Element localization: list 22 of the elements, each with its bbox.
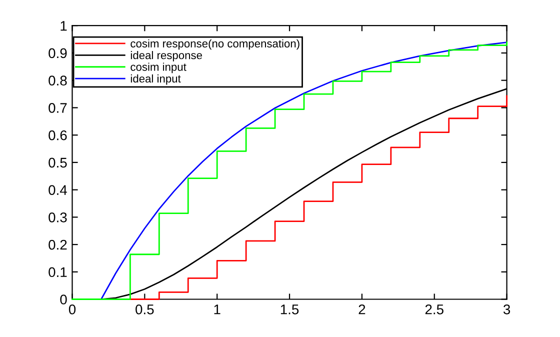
y-tick-label: 0.9 [48, 48, 67, 58]
x-tick-label: 0.5 [136, 304, 154, 314]
y-tick-label: 0.5 [48, 158, 67, 168]
y-tick-label: 0.7 [48, 103, 67, 113]
y-tick-label: 0.4 [48, 185, 67, 195]
y-tick-label: 1 [60, 21, 67, 31]
y-tick-label: 0.3 [48, 212, 67, 222]
legend-label: cosim input [130, 62, 186, 74]
legend-label: ideal input [130, 74, 181, 85]
y-tick-label: 0.2 [48, 240, 67, 250]
legend-label: cosim response(no compensation) [130, 39, 300, 50]
y-tick-label: 0.1 [48, 267, 67, 278]
legend-label: ideal response [130, 51, 202, 62]
x-tick-label: 2.5 [425, 304, 444, 314]
y-tick-label: 0.6 [48, 130, 67, 140]
x-tick-label: 1 [214, 304, 220, 314]
y-tick-label: 0.8 [48, 76, 67, 86]
x-tick-label: 2 [358, 304, 366, 314]
x-tick-label: 3 [503, 304, 510, 314]
x-tick-label: 1.5 [280, 304, 299, 314]
x-tick-label: 0 [68, 304, 76, 314]
y-tick-label: 0 [60, 294, 67, 304]
